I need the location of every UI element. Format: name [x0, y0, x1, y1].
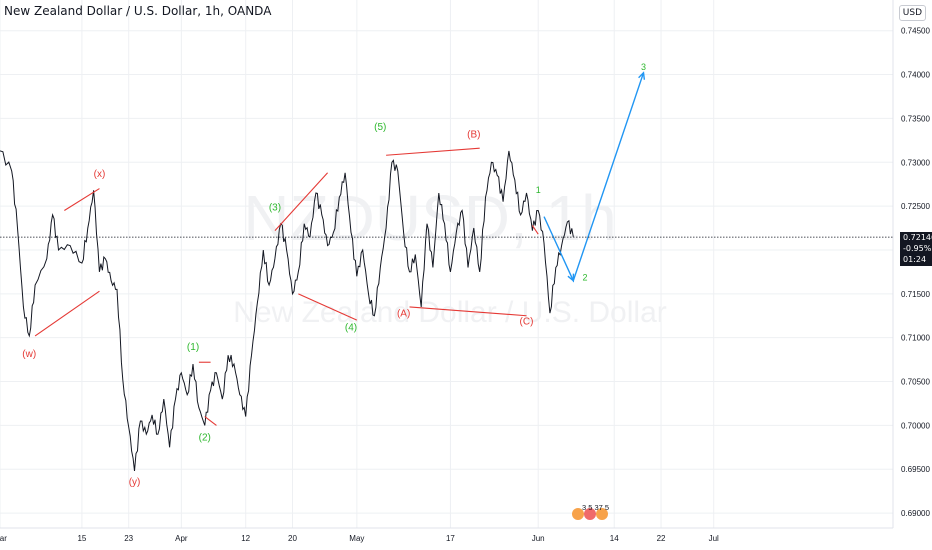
time-axis[interactable]: Mar 15 23 Apr 12 20 May 17 Jun 14 22 Jul — [0, 527, 893, 543]
trend-line — [64, 188, 100, 211]
wave-label: (3) — [269, 202, 281, 213]
watermark-symbol: NZDUSD, 1h — [243, 182, 616, 254]
price-tick-label: 0.72500 — [901, 202, 930, 211]
price-tick-label: 0.69500 — [901, 465, 930, 474]
watermark-name: New Zealand Dollar / U.S. Dollar — [233, 296, 667, 329]
projection-path — [543, 71, 646, 283]
trend-line — [274, 172, 329, 232]
price-change: -0.95% — [903, 244, 932, 253]
wave-label: (2) — [199, 432, 211, 443]
chart-title: New Zealand Dollar / U.S. Dollar, 1h, OA… — [4, 4, 272, 18]
projection-arrowhead — [638, 71, 646, 80]
price-tick-label: 0.71000 — [901, 334, 930, 343]
trend-line — [204, 416, 217, 426]
time-tick-label: 12 — [241, 534, 250, 543]
wave-labels: (x) (w) (y) (1) (2) (3) (4) (5) (B) (A) (C) 1 2 3 — [22, 62, 646, 488]
wave-label: 3 — [641, 62, 646, 72]
trend-line — [34, 290, 100, 337]
time-tick-label: 23 — [124, 534, 133, 543]
wave-label: 1 — [536, 185, 541, 195]
price-tick-label: 0.71500 — [901, 290, 930, 299]
price-tick-label: 0.74000 — [901, 71, 930, 80]
flag-icon — [572, 508, 584, 520]
price-tick-label: 0.73000 — [901, 158, 930, 167]
chart-grid — [0, 0, 893, 528]
price-tick-label: 0.73500 — [901, 114, 930, 123]
trend-line — [298, 293, 358, 321]
wave-label: (w) — [22, 349, 36, 360]
last-price-value: 0.72146 — [903, 233, 932, 242]
chart-watermark: NZDUSD, 1h New Zealand Dollar / U.S. Dol… — [233, 182, 667, 329]
projection-arrowhead — [567, 273, 575, 283]
trend-lines — [34, 147, 539, 426]
price-series — [0, 150, 574, 472]
price-tick-label: 0.74500 — [901, 27, 930, 36]
bar-countdown: 01:24 — [903, 255, 927, 264]
price-line — [0, 150, 574, 472]
wave-label: (A) — [397, 309, 410, 320]
time-tick-label: 14 — [610, 534, 619, 543]
last-price-badge: 0.72146 -0.95% 01:24 — [900, 232, 932, 266]
time-tick-label: 20 — [288, 534, 297, 543]
trend-line — [409, 306, 527, 317]
flag-icon — [596, 508, 608, 520]
time-tick-label: 15 — [77, 534, 86, 543]
wave-label: (B) — [467, 130, 480, 141]
time-tick-label: Apr — [175, 534, 188, 543]
trend-line — [386, 147, 480, 156]
wave-label: (5) — [374, 122, 386, 133]
trend-line — [531, 225, 539, 235]
events-badge-counts: 3 5 37 5 — [582, 503, 609, 512]
time-tick-label: 22 — [657, 534, 666, 543]
price-tick-label: 0.70000 — [901, 421, 930, 430]
wave-label: (1) — [187, 342, 199, 353]
price-tick-label: 0.69000 — [901, 509, 930, 518]
wave-label: (4) — [345, 323, 357, 334]
time-tick-label: 17 — [446, 534, 455, 543]
time-tick-label: Jun — [532, 534, 545, 543]
flag-icon — [584, 508, 596, 520]
wave-label: 2 — [582, 273, 587, 283]
time-tick-label: Mar — [0, 534, 7, 543]
time-tick-label: Jul — [709, 534, 719, 543]
time-tick-label: May — [349, 534, 364, 543]
wave-label: (C) — [520, 317, 534, 328]
events-badge[interactable]: 3 5 37 5 — [572, 503, 609, 520]
price-tick-label: 0.70500 — [901, 378, 930, 387]
currency-button[interactable]: USD — [898, 5, 926, 21]
wave-label: (x) — [94, 169, 106, 180]
wave-label: (y) — [129, 477, 141, 488]
